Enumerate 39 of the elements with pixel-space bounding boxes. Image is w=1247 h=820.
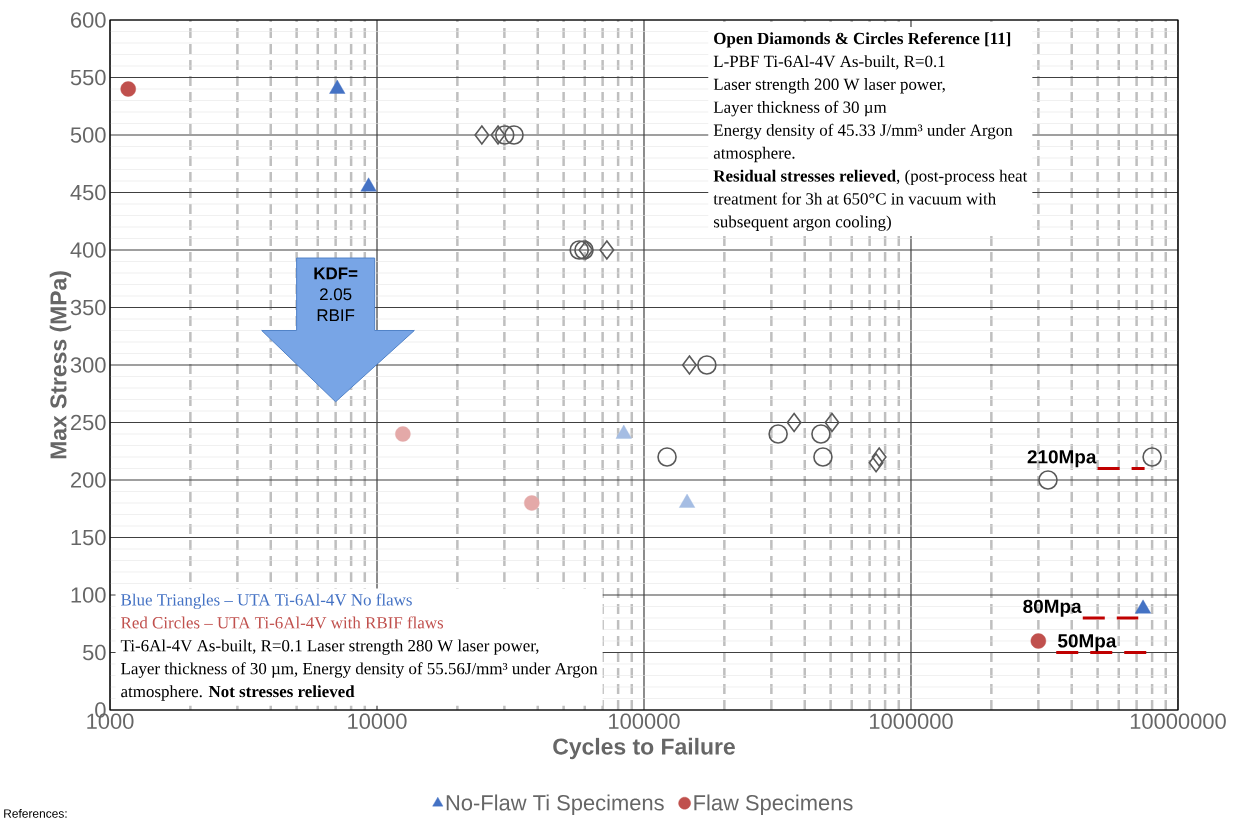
annotation: Red Circles – UTA Ti-6Al-4V with RBIF flaws — [121, 616, 444, 629]
annotation: KDF= 2.05 RBIF — [314, 267, 358, 322]
y-tick-label: 200 — [71, 472, 106, 488]
text: References: — [4, 809, 67, 818]
x-tick-label: 100000 — [609, 713, 680, 730]
annotation: Blue Triangles – UTA Ti-6Al-4V No flaws — [121, 593, 412, 610]
x-tick-label: 10000000 — [1130, 713, 1226, 730]
y-tick-label: 300 — [70, 357, 106, 373]
y-tick-label: 600 — [71, 12, 106, 28]
x-tick-label: 10000 — [348, 713, 407, 730]
y-tick-label: 400 — [70, 242, 106, 258]
annotation: 80Mpa — [1023, 599, 1082, 617]
y-axis-title: Max Stress (MPa) — [49, 271, 72, 459]
annotation: Residual stresses relieved, (post-process heat — [713, 169, 1028, 186]
annotation: treatment for 3h at 650°C in vacuum with — [713, 192, 996, 205]
annotation: 210Mpa — [1027, 450, 1097, 468]
annotation: Layer thickness of 30 µm, Energy density of 55.56J/mm³ under Argon — [121, 662, 598, 678]
x-tick-label: 1000000 — [869, 713, 953, 730]
x-axis-title: Cycles to Failure — [553, 737, 735, 760]
legend-label: No-Flaw Ti Specimens — [446, 794, 664, 815]
y-tick-label: 350 — [70, 299, 106, 316]
y-tick-label: 550 — [70, 69, 106, 86]
y-tick-label: 500 — [70, 127, 106, 143]
annotation: 50Mpa — [1058, 634, 1117, 652]
y-tick-label: 450 — [70, 184, 106, 201]
annotation: atmosphere. Not stresses relieved — [121, 685, 355, 701]
annotation: L-PBF Ti-6Al-4V As-built, R=0.1 — [713, 55, 945, 70]
y-tick-label: 100 — [71, 587, 106, 603]
annotation: Laser strength 200 W laser power, — [713, 78, 945, 94]
annotation: Ti-6Al-4V As-built, R=0.1 Laser strength 280 W laser power, — [120, 639, 539, 655]
annotation: atmosphere. — [713, 146, 795, 163]
annotation: Open Diamonds & Circles Reference [11] — [714, 32, 1011, 48]
y-tick-label: 250 — [71, 414, 106, 431]
y-tick-label: 150 — [71, 529, 106, 546]
legend-label: Flaw Specimens — [694, 794, 853, 815]
annotation: Layer thickness of 30 µm — [713, 100, 887, 117]
annotation: subsequent argon cooling) — [713, 215, 891, 231]
y-tick-label: 50 — [82, 644, 106, 661]
annotation: Energy density of 45.33 J/mm³ under Argon — [713, 123, 1013, 140]
